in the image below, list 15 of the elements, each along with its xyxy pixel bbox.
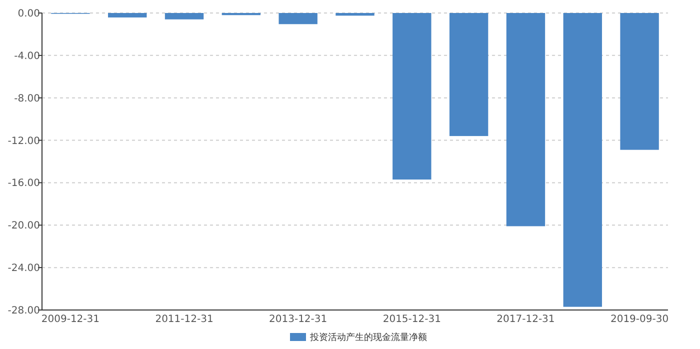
y-tick-label: -16.00 [8, 178, 40, 190]
y-tick-label: -28.00 [8, 306, 40, 316]
y-tick-label: -8.00 [14, 93, 40, 104]
x-tick-label: 2013-12-31 [269, 314, 328, 325]
y-tick-label: 0.00 [18, 8, 40, 20]
x-tick-label: 2019-09-30 [610, 314, 669, 325]
y-tick-label: -20.00 [8, 220, 40, 232]
legend-label: 投资活动产生的现金流量净额 [309, 332, 427, 344]
x-tick-label: 2011-12-31 [155, 314, 214, 325]
x-tick-label: 2009-12-31 [41, 314, 100, 325]
y-tick-label: -24.00 [8, 263, 40, 274]
x-tick-label: 2015-12-31 [382, 314, 441, 325]
y-tick-label: -12.00 [8, 136, 40, 147]
y-tick-label: -4.00 [14, 50, 40, 62]
x-tick-label: 2017-12-31 [496, 314, 555, 325]
